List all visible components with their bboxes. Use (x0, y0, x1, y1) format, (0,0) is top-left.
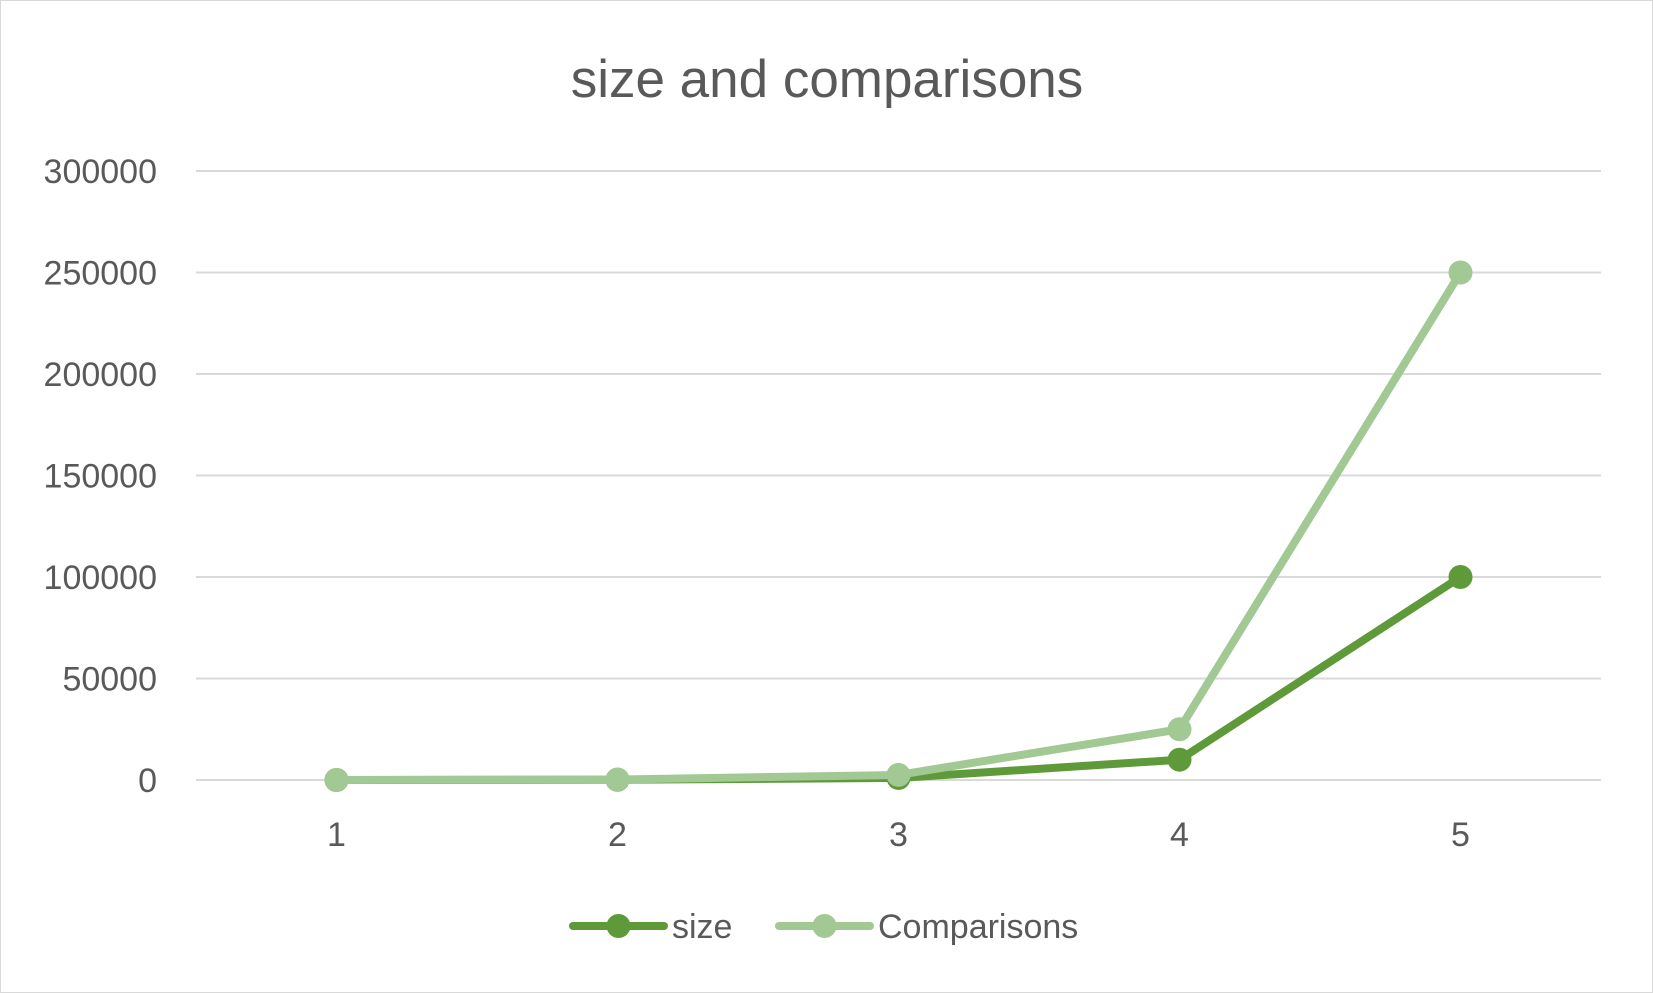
y-tick-label: 300000 (44, 153, 157, 191)
x-axis-tick-labels: 1 2 3 4 5 (327, 816, 1470, 854)
series-comparisons (324, 260, 1473, 792)
legend-item-size: size (569, 908, 732, 946)
data-point (1167, 747, 1192, 772)
x-tick-label: 3 (889, 816, 908, 854)
x-tick-label: 1 (327, 816, 346, 854)
gridlines (196, 170, 1601, 781)
legend-marker (812, 914, 837, 938)
series-line (332, 268, 1465, 784)
legend-label: Comparisons (878, 908, 1078, 946)
legend-item-comparisons: Comparisons (775, 908, 1078, 946)
x-tick-label: 2 (608, 816, 627, 854)
y-tick-label: 250000 (44, 255, 157, 293)
x-tick-label: 4 (1170, 816, 1189, 854)
legend-label: size (672, 908, 732, 946)
data-point (605, 767, 630, 792)
series-layer (324, 260, 1473, 792)
y-axis-tick-labels: 0 50000 100000 150000 200000 250000 300000 (44, 153, 157, 800)
y-tick-label: 100000 (44, 559, 157, 597)
chart-title: size and comparisons (571, 50, 1084, 109)
y-tick-label: 200000 (44, 356, 157, 394)
x-tick-label: 5 (1451, 816, 1470, 854)
data-point (1448, 565, 1473, 589)
y-tick-label: 0 (138, 762, 157, 800)
y-tick-label: 50000 (62, 661, 157, 699)
data-point (886, 762, 911, 787)
y-tick-label: 150000 (44, 458, 157, 496)
data-point (1167, 717, 1192, 742)
data-point (1448, 260, 1473, 285)
legend: size Comparisons (569, 908, 1078, 946)
legend-marker (606, 914, 631, 938)
data-point (324, 767, 349, 792)
